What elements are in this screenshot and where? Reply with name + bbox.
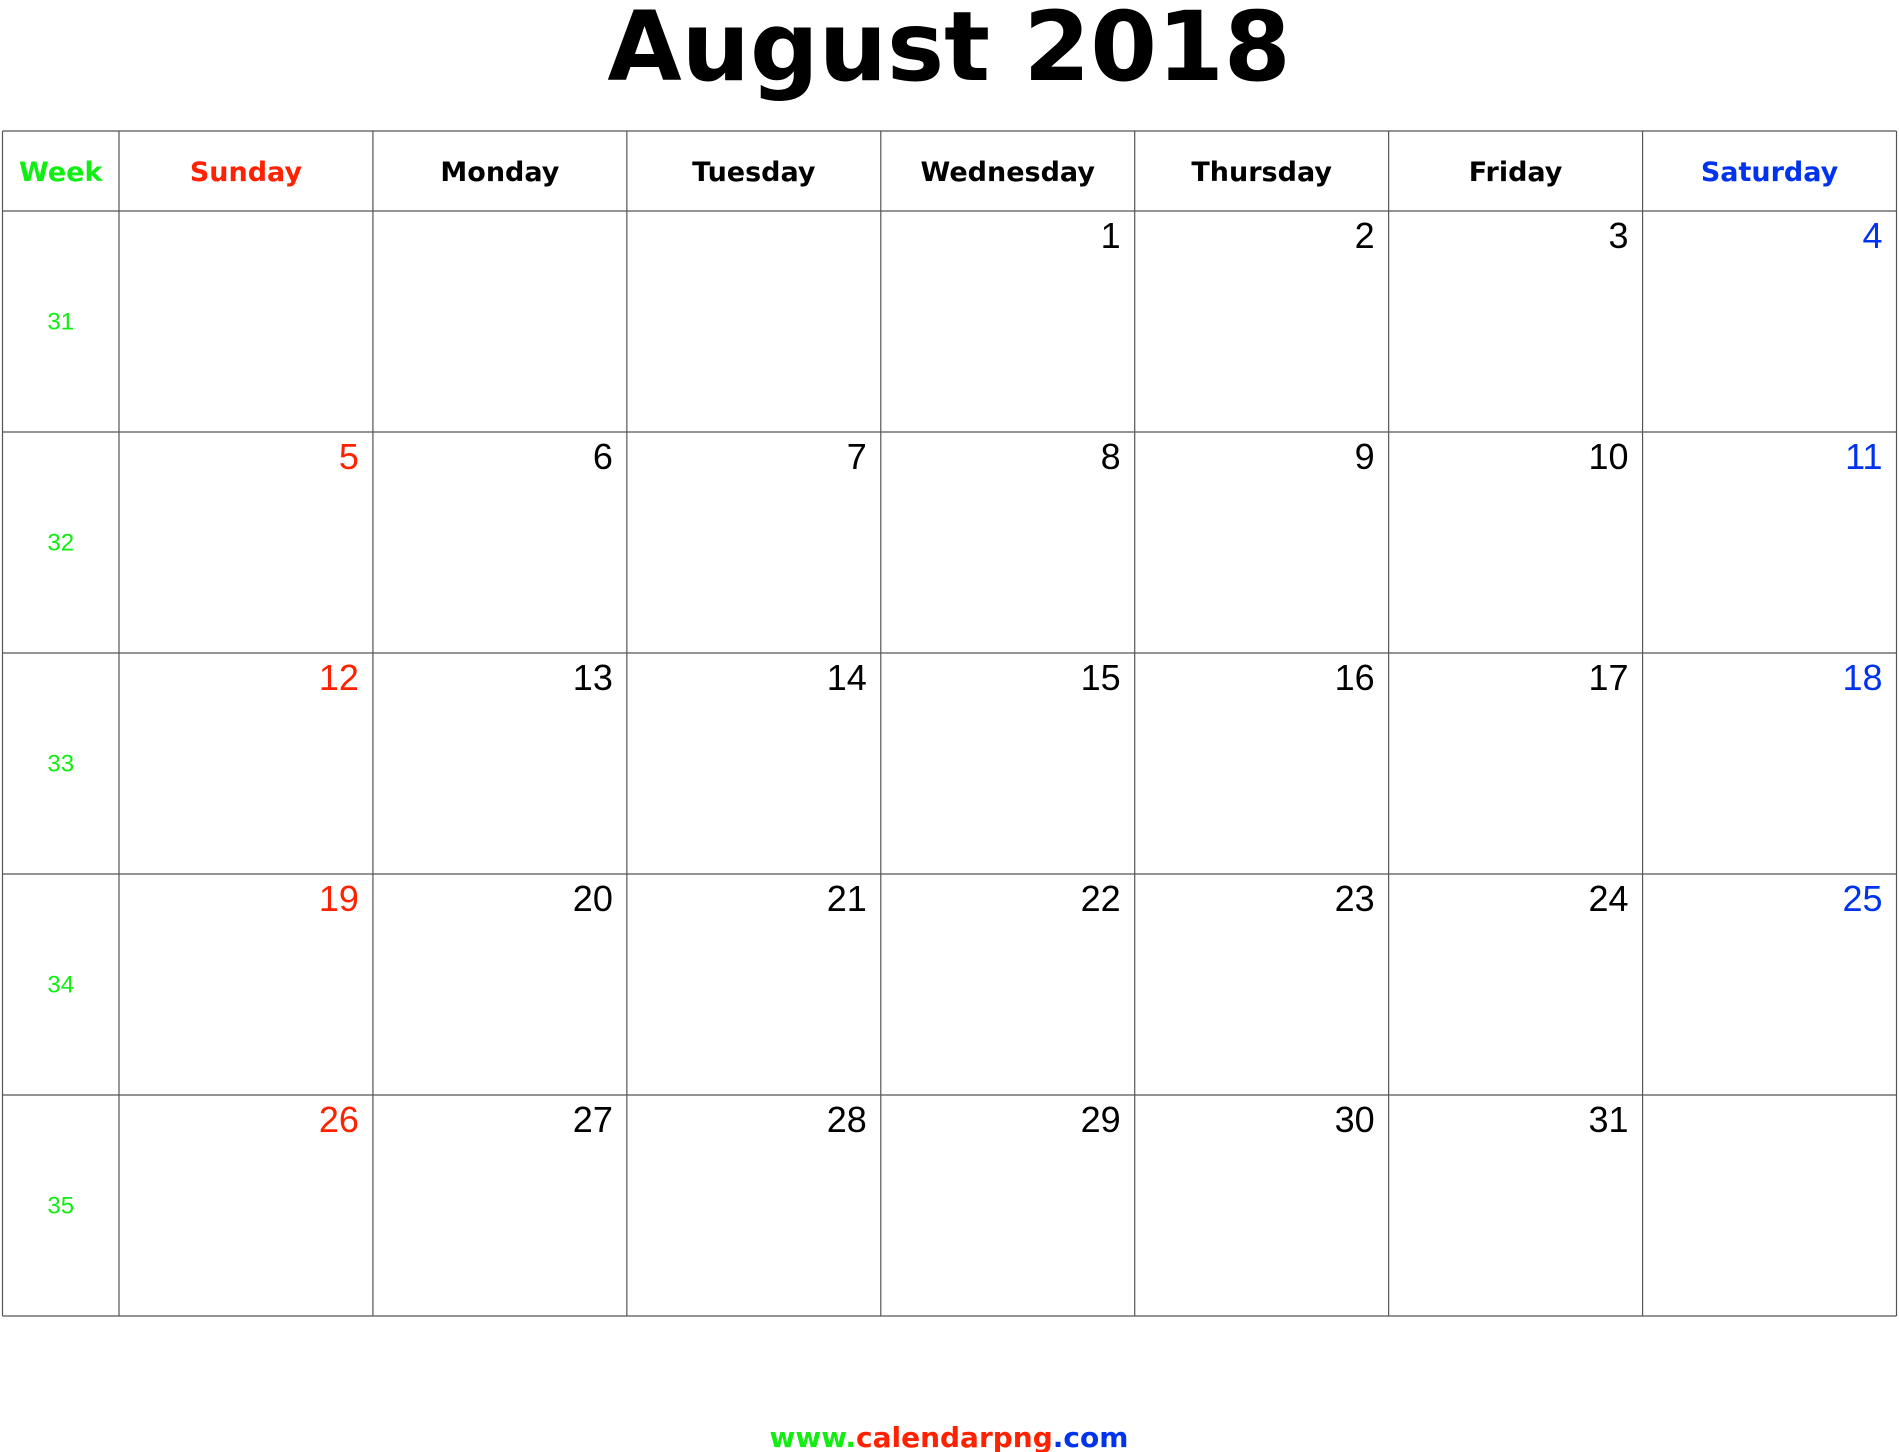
day-number: 15 (1081, 657, 1121, 698)
day-number: 12 (319, 657, 359, 698)
day-number: 25 (1842, 878, 1882, 919)
day-number: 22 (1081, 878, 1121, 919)
week-number: 35 (47, 1193, 74, 1220)
day-number: 14 (827, 657, 867, 698)
footer-suffix: .com (1053, 1421, 1129, 1452)
day-number: 9 (1355, 436, 1375, 477)
day-number: 23 (1335, 878, 1375, 919)
day-number: 31 (1589, 1099, 1629, 1140)
day-number: 24 (1589, 878, 1629, 919)
day-number: 28 (827, 1099, 867, 1140)
day-number: 1 (1101, 215, 1121, 256)
footer-domain: calendarpng (856, 1421, 1053, 1452)
day-header: Tuesday (692, 157, 816, 188)
day-number: 30 (1335, 1099, 1375, 1140)
day-number: 4 (1862, 215, 1882, 256)
day-number: 8 (1101, 436, 1121, 477)
day-header: Wednesday (921, 157, 1096, 188)
footer: www.calendarpng.com (770, 1421, 1129, 1452)
day-number: 27 (573, 1099, 613, 1140)
day-number: 16 (1335, 657, 1375, 698)
day-number: 3 (1609, 215, 1629, 256)
calendar-title: August 2018 (607, 0, 1290, 103)
day-number: 20 (573, 878, 613, 919)
day-header: Friday (1469, 157, 1563, 188)
day-header: Saturday (1701, 157, 1839, 188)
day-header: Thursday (1191, 157, 1332, 188)
day-number: 5 (339, 436, 359, 477)
day-number: 7 (847, 436, 867, 477)
day-number: 18 (1842, 657, 1882, 698)
week-number: 33 (47, 751, 74, 778)
day-number: 19 (319, 878, 359, 919)
day-number: 11 (1845, 436, 1882, 477)
day-number: 21 (827, 878, 867, 919)
day-number: 2 (1355, 215, 1375, 256)
week-number: 32 (47, 530, 74, 557)
week-number: 34 (47, 972, 74, 999)
day-header: Sunday (190, 157, 303, 188)
day-number: 17 (1589, 657, 1629, 698)
day-number: 13 (573, 657, 613, 698)
day-number: 26 (319, 1099, 359, 1140)
day-header: Monday (440, 157, 559, 188)
footer-prefix: www. (770, 1421, 856, 1452)
week-header: Week (19, 157, 103, 188)
day-number: 10 (1589, 436, 1629, 477)
week-number: 31 (47, 309, 74, 336)
day-number: 6 (593, 436, 613, 477)
day-number: 29 (1081, 1099, 1121, 1140)
